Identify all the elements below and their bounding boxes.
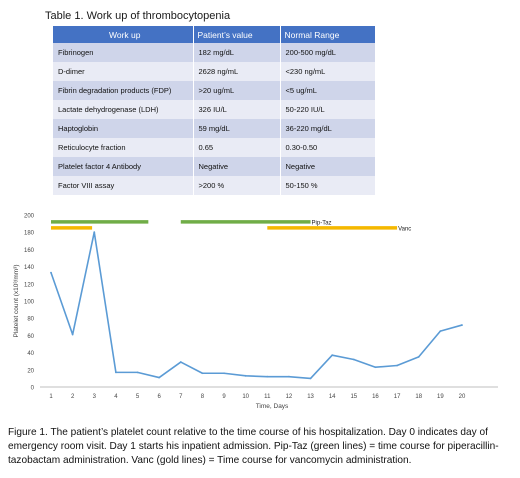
x-tick-label: 15 [350,394,357,400]
x-tick-label: 4 [114,394,118,400]
x-tick-label: 13 [307,394,314,400]
cell-value: 326 IU/L [193,100,281,119]
data-point [223,372,225,375]
cell-range: 36-220 mg/dL [280,119,376,138]
header-workup: Work up [53,26,194,43]
cell-range: <5 ug/mL [280,81,376,100]
x-tick-label: 9 [222,394,226,400]
cell-range: 0.30-0.50 [280,138,376,157]
data-point [71,333,74,336]
table-row: Lactate dehydrogenase (LDH) 326 IU/L 50-… [53,100,376,119]
cell-range: 200-500 mg/dL [280,43,376,62]
cell-range: <230 ng/mL [280,62,376,81]
cell-test: Fibrin degradation products (FDP) [53,81,194,100]
cell-range: 50-220 IU/L [280,100,376,119]
y-tick-label: 140 [24,265,35,271]
cell-test: Fibrinogen [53,43,194,62]
data-point [417,356,420,358]
medication-bar-label: Vanc [398,226,411,232]
cell-test: Platelet factor 4 Antibody [53,157,194,176]
table-row: Fibrin degradation products (FDP) >20 ug… [53,81,376,100]
y-tick-label: 60 [27,334,34,340]
x-tick-label: 8 [201,394,205,400]
table-header-row: Work up Patient’s value Normal Range [53,26,376,43]
workup-table: Work up Patient’s value Normal Range Fib… [53,26,376,195]
x-tick-label: 11 [264,394,271,400]
data-point [331,354,334,357]
cell-value: >200 % [193,176,281,195]
table-title: Table 1. Work up of thrombocytopenia [45,10,231,22]
cell-value: 182 mg/dL [193,43,281,62]
x-tick-label: 5 [136,394,140,400]
data-point [374,366,377,369]
x-tick-label: 20 [459,394,466,400]
x-tick-label: 7 [179,394,183,400]
x-tick-label: 2 [71,394,75,400]
x-tick-label: 10 [242,394,249,400]
cell-value: 0.65 [193,138,281,157]
y-tick-label: 120 [24,282,35,288]
data-point [201,372,204,375]
y-tick-label: 200 [24,214,35,220]
y-tick-label: 20 [27,368,34,374]
data-point [396,364,398,367]
data-point [309,377,312,380]
y-tick-label: 100 [24,300,35,306]
x-tick-label: 19 [437,394,444,400]
x-tick-label: 14 [329,394,336,400]
x-tick-label: 17 [394,394,401,400]
data-point [158,376,161,379]
cell-range: Negative [280,157,376,176]
cell-value: >20 ug/mL [193,81,281,100]
data-point [439,330,442,332]
data-point [244,374,247,377]
data-point [352,358,355,361]
y-tick-label: 180 [24,231,35,237]
header-patient-value: Patient’s value [193,26,281,43]
cell-value: 59 mg/dL [193,119,281,138]
header-normal-range: Normal Range [280,26,376,43]
table-row: Fibrinogen 182 mg/dL 200-500 mg/dL [53,43,376,62]
y-tick-label: 80 [27,317,34,323]
table-row: Factor VIII assay >200 % 50-150 % [53,176,376,195]
data-point [266,375,269,378]
x-axis-title: Time, Days [256,403,289,410]
x-tick-label: 3 [93,394,97,400]
data-point [114,371,117,374]
table-row: D-dimer 2628 ng/mL <230 ng/mL [53,62,376,81]
x-tick-label: 6 [157,394,161,400]
data-point [50,271,52,274]
cell-test: Lactate dehydrogenase (LDH) [53,100,194,119]
y-tick-label: 40 [27,351,34,357]
cell-test: Haptoglobin [53,119,194,138]
table-row: Haptoglobin 59 mg/dL 36-220 mg/dL [53,119,376,138]
cell-test: D-dimer [53,62,194,81]
cell-value: Negative [193,157,281,176]
data-point [136,371,139,374]
y-tick-label: 160 [24,248,35,254]
x-tick-label: 16 [372,394,379,400]
data-point [461,324,463,326]
figure-caption: Figure 1. The patient’s platelet count r… [8,427,499,466]
x-tick-label: 12 [286,394,293,400]
y-axis-title: Platelet count (x10³/mm³) [13,265,20,338]
cell-test: Factor VIII assay [53,176,194,195]
data-point [179,361,182,363]
table-row: Platelet factor 4 Antibody Negative Nega… [53,157,376,176]
cell-range: 50-150 % [280,176,376,195]
x-tick-label: 1 [49,394,53,400]
cell-test: Reticulocyte fraction [53,138,194,157]
table-row: Reticulocyte fraction 0.65 0.30-0.50 [53,138,376,157]
medication-bar-label: Pip-Taz [312,220,332,226]
y-tick-label: 0 [31,386,35,392]
data-point [93,231,96,234]
data-point [288,375,290,378]
platelet-series-line [50,231,463,380]
x-tick-label: 18 [415,394,422,400]
cell-value: 2628 ng/mL [193,62,281,81]
